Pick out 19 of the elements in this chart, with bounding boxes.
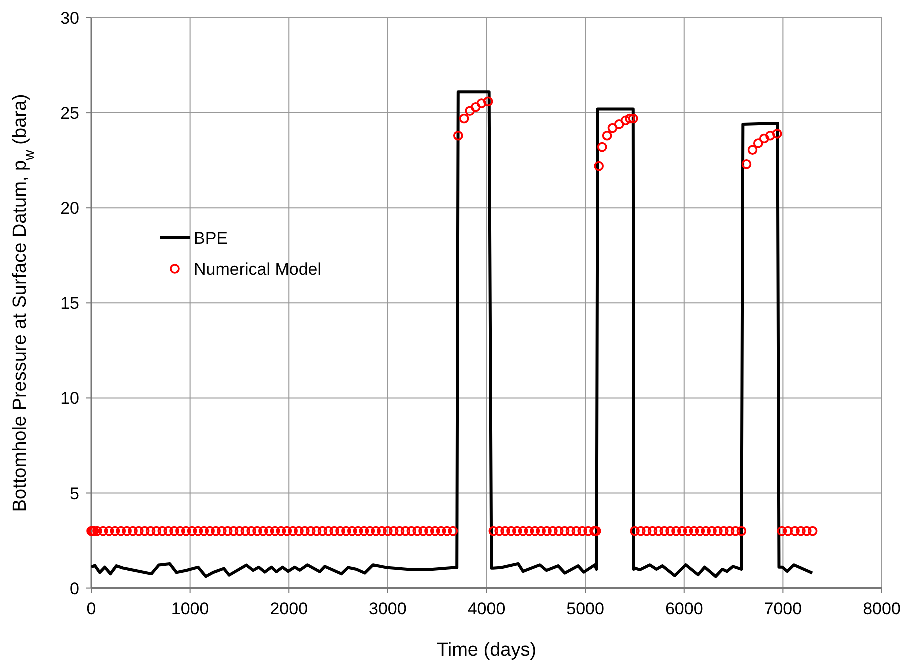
x-axis-title: Time (days) [436, 640, 537, 661]
x-tick-label: 3000 [369, 599, 407, 618]
x-tick-label: 4000 [468, 599, 506, 618]
x-tick-label: 0 [86, 599, 96, 618]
y-tick-label: 20 [60, 199, 80, 218]
legend-label: BPE [194, 229, 228, 248]
legend-label: Numerical Model [194, 260, 322, 279]
y-tick-label: 0 [70, 579, 80, 598]
x-tick-label: 6000 [665, 599, 704, 618]
y-tick-label: 10 [60, 389, 80, 408]
y-tick-label: 15 [60, 294, 80, 314]
x-tick-label: 8000 [863, 599, 901, 618]
y-tick-label: 25 [60, 104, 80, 124]
x-tick-label: 7000 [764, 599, 802, 618]
x-tick-label: 2000 [270, 599, 308, 618]
x-tick-label: 1000 [171, 599, 210, 618]
y-tick-label: 5 [70, 484, 80, 504]
x-tick-label: 5000 [566, 599, 604, 618]
y-tick-label: 30 [60, 9, 80, 28]
